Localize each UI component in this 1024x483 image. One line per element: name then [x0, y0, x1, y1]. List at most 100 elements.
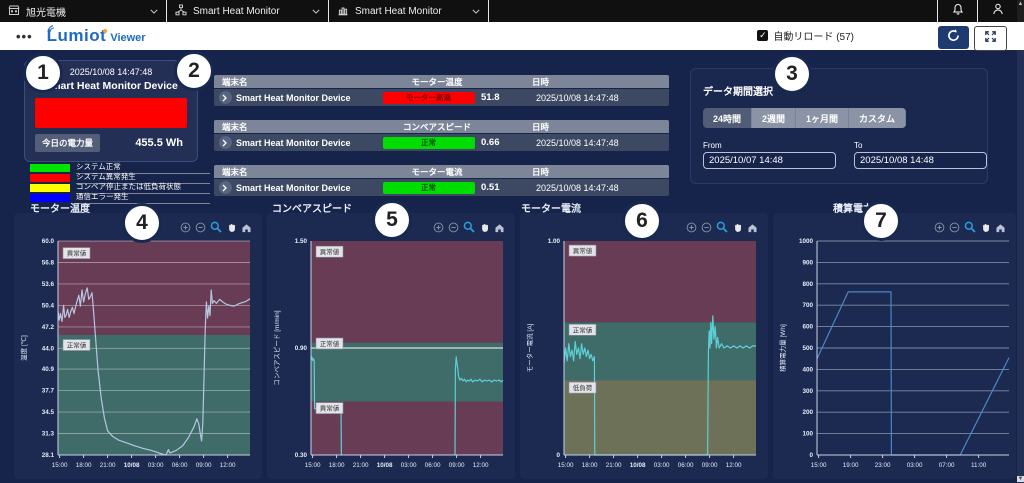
zoom-in-icon[interactable] — [180, 222, 191, 233]
svg-text:1000: 1000 — [799, 238, 814, 245]
page-scrollbar[interactable]: ▲ ▼ — [1017, 0, 1024, 483]
callout-2: 2 — [174, 51, 214, 91]
box-zoom-icon[interactable] — [463, 221, 475, 233]
pan-icon[interactable] — [980, 222, 991, 233]
datetime-cell: 2025/10/08 14:47:48 — [536, 137, 619, 148]
motor-temp-chart-panel: 異常値 正常値 60.0 56.8 53.6 50.4 47.2 44.0 40.9 37.7 34… — [14, 213, 262, 479]
device-status-card: 2025/10/08 14:47:48 Smart Heat Monitor D… — [24, 60, 198, 162]
scroll-up-arrow[interactable]: ▲ — [1017, 1, 1024, 7]
svg-text:09:00: 09:00 — [449, 462, 465, 469]
status-device-name: Smart Heat Monitor Device — [44, 80, 178, 92]
zoom-out-icon[interactable] — [448, 222, 459, 233]
svg-text:40.9: 40.9 — [42, 366, 55, 373]
svg-text:21:00: 21:00 — [353, 462, 369, 469]
daily-power-value: 455.5 Wh — [135, 137, 183, 149]
svg-text:03:00: 03:00 — [907, 462, 923, 469]
svg-text:06:00: 06:00 — [678, 462, 694, 469]
chevron-down-icon — [312, 6, 320, 17]
legend-item-error: システム異常発生 — [30, 172, 210, 184]
zoom-out-icon[interactable] — [195, 222, 206, 233]
period-2w-button[interactable]: 2週間 — [752, 108, 797, 128]
to-label: To — [854, 141, 863, 150]
value-cell: 0.66 — [481, 137, 500, 148]
auto-reload-checkbox[interactable]: ✓ — [757, 30, 769, 41]
svg-text:0.30: 0.30 — [295, 452, 308, 459]
zoom-out-icon[interactable] — [701, 222, 712, 233]
pan-icon[interactable] — [226, 222, 237, 233]
pan-icon[interactable] — [732, 222, 743, 233]
callout-1: 1 — [23, 53, 63, 93]
brand-name: Lumiot — [46, 26, 107, 45]
zoom-out-icon[interactable] — [949, 222, 960, 233]
account-button[interactable] — [977, 0, 1017, 22]
period-24h-button[interactable]: 24時間 — [703, 108, 753, 128]
status-timestamp: 2025/10/08 14:47:48 — [69, 67, 153, 77]
svg-text:300: 300 — [802, 388, 813, 395]
expand-row-button[interactable] — [218, 181, 232, 194]
reset-home-icon[interactable] — [241, 222, 252, 233]
table-row[interactable]: Smart Heat Monitor Device モーター高温 51.8 20… — [214, 89, 669, 106]
chart-toolbar — [934, 221, 1006, 233]
svg-text:700: 700 — [802, 302, 813, 309]
org-selector[interactable]: 旭光電機 — [0, 0, 167, 22]
table-header: 端末名 モーター温度 日時 — [214, 75, 669, 88]
chart-toolbar — [686, 221, 758, 233]
svg-text:10/08: 10/08 — [377, 462, 393, 469]
svg-text:0: 0 — [556, 452, 560, 459]
svg-text:500: 500 — [802, 345, 813, 352]
svg-text:12:00: 12:00 — [726, 462, 742, 469]
period-1m-button[interactable]: 1ヶ月間 — [796, 108, 850, 128]
table-row[interactable]: Smart Heat Monitor Device 正常 0.66 2025/1… — [214, 134, 669, 151]
status-color-legend: システム正常 システム異常発生 コンベア停止または低負荷状態 通信エラー発生 — [30, 162, 210, 204]
expand-row-button[interactable] — [218, 91, 232, 104]
dashboard-selector[interactable]: Smart Heat Monitor — [329, 0, 489, 22]
status-badge: 正常 — [382, 181, 475, 194]
period-range-row: From 2025/10/07 14:48 To 2025/10/08 14:4… — [703, 141, 987, 169]
svg-text:100: 100 — [802, 431, 813, 438]
zoom-in-icon[interactable] — [433, 222, 444, 233]
bar-chart-icon — [337, 4, 349, 19]
svg-text:31.3: 31.3 — [42, 431, 55, 438]
svg-text:19:00: 19:00 — [843, 462, 859, 469]
menu-dots-button[interactable]: ••• — [16, 28, 33, 44]
box-zoom-icon[interactable] — [716, 221, 728, 233]
svg-text:37.7: 37.7 — [42, 388, 55, 395]
pan-icon[interactable] — [479, 222, 490, 233]
conveyor-speed-table: 端末名 コンベアスピード 日時 Smart Heat Monitor Device … — [214, 120, 669, 151]
reset-home-icon[interactable] — [494, 222, 505, 233]
svg-text:34.5: 34.5 — [42, 409, 55, 416]
table-row[interactable]: Smart Heat Monitor Device 正常 0.51 2025/1… — [214, 179, 669, 196]
zoom-in-icon[interactable] — [934, 222, 945, 233]
period-panel-title: データ期間選択 — [703, 87, 773, 98]
svg-text:正常値: 正常値 — [320, 339, 340, 348]
svg-text:03:00: 03:00 — [654, 462, 670, 469]
svg-text:15:00: 15:00 — [558, 462, 574, 469]
box-zoom-icon[interactable] — [964, 221, 976, 233]
to-date-input[interactable]: 2025/10/08 14:48 — [854, 152, 987, 169]
expand-row-button[interactable] — [218, 136, 232, 149]
motor-current-chart-panel: 異常値 正常値 低負荷 1.00 0 15:00 18:00 21:00 10/08 03:00 0… — [520, 213, 768, 479]
reset-home-icon[interactable] — [747, 222, 758, 233]
box-zoom-icon[interactable] — [210, 221, 222, 233]
value-cell: 0.51 — [481, 182, 500, 193]
from-date-input[interactable]: 2025/10/07 14:48 — [703, 152, 836, 169]
fullscreen-button[interactable] — [974, 26, 1007, 51]
group-selector[interactable]: Smart Heat Monitor — [167, 0, 329, 22]
svg-text:12:00: 12:00 — [220, 462, 236, 469]
reset-home-icon[interactable] — [995, 222, 1006, 233]
svg-text:21:00: 21:00 — [100, 462, 116, 469]
zoom-in-icon[interactable] — [686, 222, 697, 233]
table-header: 端末名 モーター電流 日時 — [214, 165, 669, 178]
svg-text:900: 900 — [802, 259, 813, 266]
group-selector-label: Smart Heat Monitor — [193, 5, 280, 17]
notifications-button[interactable] — [937, 0, 977, 22]
svg-text:15:00: 15:00 — [52, 462, 68, 469]
datetime-cell: 2025/10/08 14:47:48 — [536, 92, 619, 103]
scroll-down-arrow[interactable]: ▼ — [1017, 476, 1024, 482]
period-custom-button[interactable]: カスタム — [849, 108, 907, 128]
refresh-button[interactable] — [938, 26, 969, 49]
